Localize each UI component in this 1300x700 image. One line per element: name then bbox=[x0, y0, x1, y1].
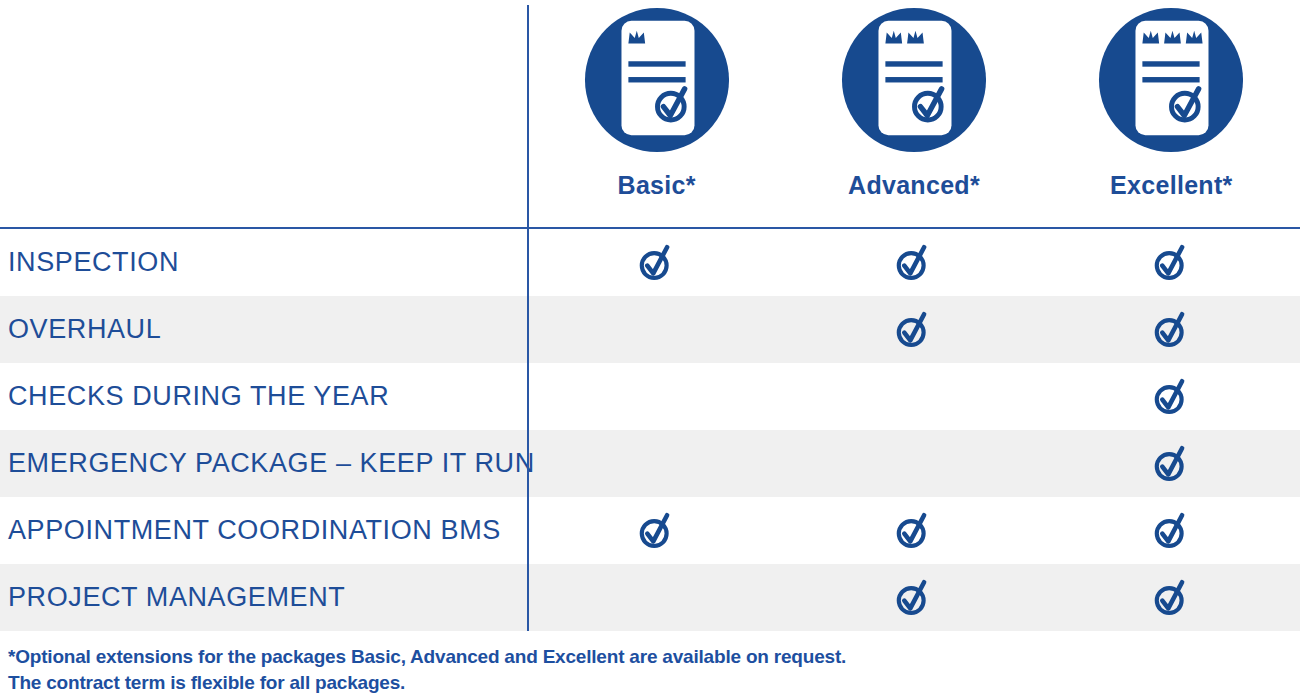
feature-empty-cell bbox=[528, 363, 785, 430]
feature-label: EMERGENCY PACKAGE – KEEP IT RUN bbox=[0, 430, 528, 497]
package-comparison-table: Basic* Advanced* Excellent* INSPECTIONOVER… bbox=[0, 0, 1300, 700]
package-label: Excellent* bbox=[1110, 171, 1233, 200]
check-icon bbox=[895, 506, 932, 556]
package-icon-basic-1-crowns bbox=[583, 6, 731, 158]
feature-included-cell bbox=[1043, 229, 1300, 296]
feature-included-cell bbox=[1043, 564, 1300, 631]
feature-rows: INSPECTIONOVERHAULCHECKS DURING THE YEAR… bbox=[0, 227, 1300, 631]
feature-included-cell bbox=[1043, 363, 1300, 430]
feature-included-cell bbox=[528, 497, 785, 564]
check-icon bbox=[895, 305, 932, 355]
feature-included-cell bbox=[1043, 296, 1300, 363]
check-icon bbox=[638, 238, 675, 288]
package-column-advanced: Advanced* bbox=[785, 0, 1042, 227]
check-icon bbox=[1153, 305, 1190, 355]
feature-row: INSPECTION bbox=[0, 229, 1300, 296]
feature-included-cell bbox=[1043, 497, 1300, 564]
feature-label: APPOINTMENT COORDINATION BMS bbox=[0, 497, 528, 564]
footnote: *Optional extensions for the packages Ba… bbox=[0, 644, 1300, 696]
package-icon-advanced-2-crowns bbox=[840, 6, 988, 158]
footnote-line-1: *Optional extensions for the packages Ba… bbox=[8, 644, 1300, 670]
feature-included-cell bbox=[785, 296, 1042, 363]
feature-row: EMERGENCY PACKAGE – KEEP IT RUN bbox=[0, 430, 1300, 497]
column-divider-line bbox=[527, 5, 529, 631]
header-spacer bbox=[0, 0, 528, 227]
feature-label: PROJECT MANAGEMENT bbox=[0, 564, 528, 631]
package-column-excellent: Excellent* bbox=[1043, 0, 1300, 227]
package-label: Basic* bbox=[618, 171, 696, 200]
feature-empty-cell bbox=[528, 430, 785, 497]
check-icon bbox=[638, 506, 675, 556]
feature-row: OVERHAUL bbox=[0, 296, 1300, 363]
feature-included-cell bbox=[528, 229, 785, 296]
feature-label: CHECKS DURING THE YEAR bbox=[0, 363, 528, 430]
feature-empty-cell bbox=[785, 363, 1042, 430]
feature-included-cell bbox=[785, 229, 1042, 296]
feature-row: CHECKS DURING THE YEAR bbox=[0, 363, 1300, 430]
feature-included-cell bbox=[1043, 430, 1300, 497]
feature-empty-cell bbox=[785, 430, 1042, 497]
feature-label: INSPECTION bbox=[0, 229, 528, 296]
feature-included-cell bbox=[785, 564, 1042, 631]
check-icon bbox=[1153, 238, 1190, 288]
check-icon bbox=[1153, 506, 1190, 556]
feature-empty-cell bbox=[528, 564, 785, 631]
feature-included-cell bbox=[785, 497, 1042, 564]
package-icon-excellent-3-crowns bbox=[1097, 6, 1245, 158]
check-icon bbox=[895, 573, 932, 623]
check-icon bbox=[1153, 573, 1190, 623]
check-icon bbox=[1153, 372, 1190, 422]
check-icon bbox=[1153, 439, 1190, 489]
feature-row: PROJECT MANAGEMENT bbox=[0, 564, 1300, 631]
package-column-basic: Basic* bbox=[528, 0, 785, 227]
package-header-row: Basic* Advanced* Excellent* bbox=[0, 0, 1300, 227]
check-icon bbox=[895, 238, 932, 288]
package-label: Advanced* bbox=[848, 171, 980, 200]
feature-row: APPOINTMENT COORDINATION BMS bbox=[0, 497, 1300, 564]
feature-label: OVERHAUL bbox=[0, 296, 528, 363]
feature-empty-cell bbox=[528, 296, 785, 363]
footnote-line-2: The contract term is flexible for all pa… bbox=[8, 670, 1300, 696]
